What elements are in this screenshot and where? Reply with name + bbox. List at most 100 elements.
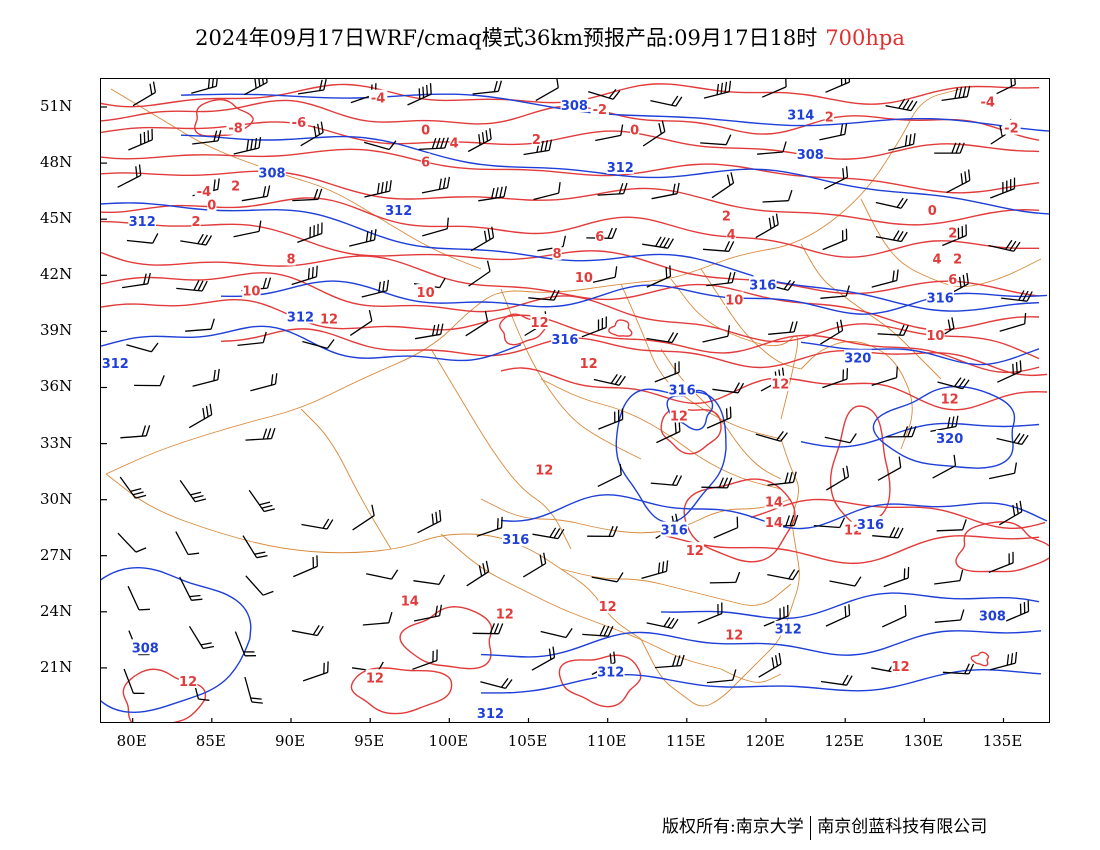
geopotential-contour: [180, 93, 1049, 132]
wind-barb-feather: [209, 403, 213, 415]
temperature-label: 2: [722, 210, 731, 225]
wind-barb-feather: [442, 177, 447, 189]
wind-barb: [758, 652, 782, 678]
wind-barb-feather: [1021, 434, 1029, 445]
height-label: 316: [749, 279, 776, 294]
wind-barb-feather: [380, 182, 384, 194]
wind-barb-feather: [478, 565, 483, 577]
wind-barb: [712, 382, 745, 394]
wind-barb: [188, 625, 215, 650]
wind-barb-feather: [391, 569, 399, 580]
temperature-label-bg: [764, 493, 784, 509]
wind-barb-staff: [702, 248, 729, 252]
wind-barb-feather: [438, 574, 446, 585]
wind-barb-feather: [618, 183, 624, 195]
wind-barb-feather: [898, 324, 905, 336]
wind-barb-staff: [366, 573, 392, 580]
wind-barb-feather: [955, 415, 959, 427]
wind-barb: [824, 166, 849, 190]
wind-barb: [531, 646, 556, 671]
wind-barb: [999, 312, 1027, 332]
wind-barb-feather: [1018, 290, 1025, 301]
wind-barb: [646, 332, 679, 344]
wind-barb: [646, 265, 672, 288]
wind-barb-feather: [961, 519, 967, 531]
wind-barb-feather: [896, 197, 904, 208]
temperature-label: -8: [228, 122, 242, 137]
wind-barb-staff: [768, 331, 795, 335]
wind-barb-staff: [937, 381, 963, 390]
temperature-label-bg: [891, 658, 910, 673]
temperature-label: -4: [371, 92, 385, 107]
wind-barb-feather: [307, 268, 310, 280]
lat-tick-label: 21N: [40, 657, 73, 676]
wind-barb-staff: [758, 663, 782, 678]
wind-barb: [875, 197, 908, 209]
wind-barb-staff: [1004, 610, 1029, 623]
wind-barb-staff: [192, 140, 219, 145]
wind-barb: [825, 604, 851, 627]
copyright-left: 版权所有:南京大学: [662, 817, 804, 837]
wind-barb: [123, 668, 145, 695]
wind-barb: [713, 516, 739, 539]
lon-tick-label: 105E: [507, 732, 548, 750]
wind-barb-staff: [988, 472, 1015, 480]
height-label: 320: [844, 352, 871, 367]
temperature-label-bg: [421, 153, 431, 169]
height-label: 308: [797, 148, 824, 163]
wind-barb-feather: [667, 617, 675, 628]
wind-barb: [233, 220, 262, 238]
height-label-bg: [660, 521, 688, 537]
wind-barb-staff: [883, 577, 909, 588]
wind-barb-feather: [439, 509, 442, 521]
temperature-contour: [101, 251, 1040, 331]
wind-barb: [997, 360, 1022, 383]
wind-barb: [470, 226, 495, 252]
wind-barb-feather: [493, 623, 500, 634]
temperature-label: 10: [926, 329, 944, 344]
wind-barb-staff: [1001, 297, 1028, 302]
wind-barb-feather: [315, 265, 318, 277]
wind-barb-staff: [651, 193, 678, 200]
wind-barb-staff: [829, 580, 856, 587]
wind-barb-feather: [553, 290, 560, 301]
wind-barb: [127, 585, 150, 611]
wind-barb-feather: [960, 609, 965, 621]
wind-barb-staff: [997, 370, 1022, 383]
wind-barb-feather: [213, 369, 216, 381]
wind-barb-feather: [789, 514, 795, 526]
wind-barb-feather: [326, 519, 334, 530]
wind-barb: [597, 463, 622, 487]
wind-barb-feather: [150, 342, 159, 353]
title-level: 700hpa: [825, 26, 905, 50]
wind-barb-feather: [205, 235, 213, 246]
wind-barb-feather: [1019, 360, 1022, 372]
wind-barb-staff: [413, 580, 440, 586]
wind-barb: [523, 139, 553, 156]
wind-barb-staff: [942, 234, 967, 247]
lon-tick-label: 120E: [745, 732, 785, 750]
wind-barb-feather: [147, 272, 151, 284]
wind-barb-feather: [906, 100, 914, 111]
wind-barb-feather: [326, 339, 335, 349]
wind-barb-staff: [654, 664, 681, 669]
wind-barb: [237, 331, 267, 347]
wind-barb: [885, 426, 917, 438]
wind-barb-staff: [466, 571, 489, 587]
geopotential-contour: [480, 630, 1042, 658]
geopotential-contour: [481, 669, 1042, 694]
height-label-bg: [606, 158, 635, 174]
wind-barb-feather: [254, 138, 258, 150]
wind-barb-feather: [485, 560, 490, 572]
wind-barb-feather: [839, 319, 844, 331]
temperature-label: -2: [1004, 122, 1018, 137]
temperature-contour-closed: [350, 667, 453, 715]
temperature-label-bg: [449, 134, 459, 150]
wind-barb-staff: [117, 174, 141, 188]
wind-barb-staff: [244, 676, 253, 703]
boundary-layer: [105, 88, 1042, 707]
lat-tick-label: 27N: [40, 545, 73, 564]
temperature-label-bg: [368, 89, 388, 105]
temperature-label-bg: [940, 390, 959, 406]
temperature-label: 12: [599, 600, 617, 615]
